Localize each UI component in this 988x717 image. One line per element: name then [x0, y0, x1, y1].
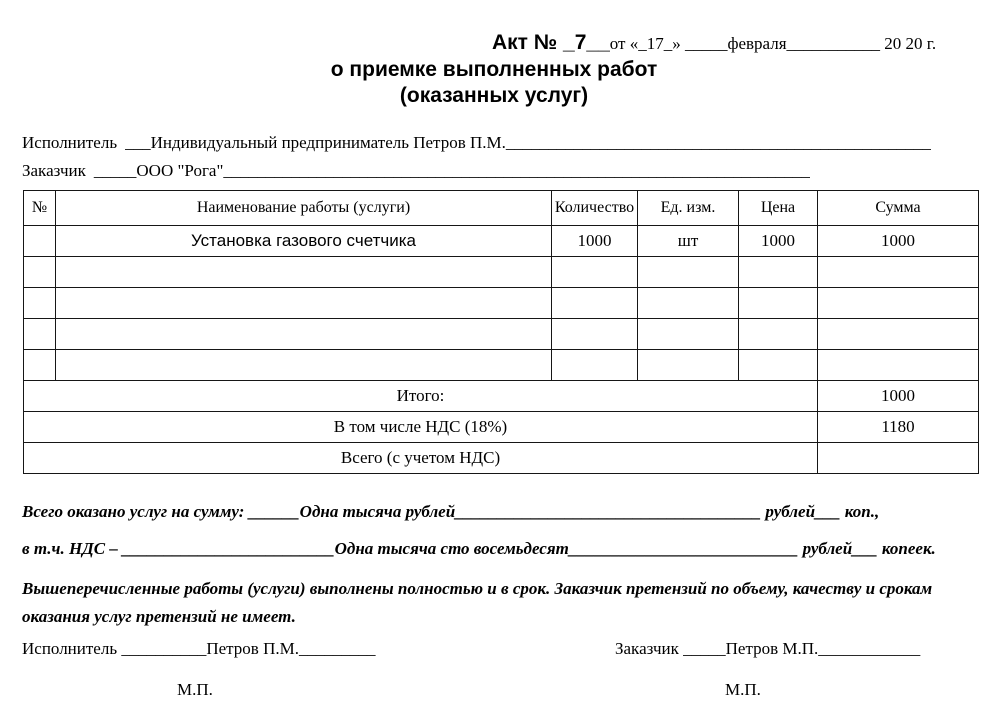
- table-cell: 1000: [551, 225, 638, 257]
- column-header-price: Цена: [738, 190, 818, 226]
- table-cell: [637, 318, 739, 350]
- act-number: Акт № _7__: [492, 31, 610, 54]
- customer-label: Заказчик: [22, 161, 86, 180]
- table-cell: [551, 349, 638, 381]
- table-cell: 1000: [738, 225, 818, 257]
- table-cell: [55, 349, 552, 381]
- table-header-row: № Наименование работы (услуги) Количеств…: [23, 190, 979, 226]
- executor-signature-line: Исполнитель __________Петров П.М._______…: [22, 639, 376, 658]
- table-cell: [23, 225, 56, 257]
- act-subtitle: о приемке выполненных работ: [330, 58, 658, 81]
- column-header-name: Наименование работы (услуги): [55, 190, 552, 226]
- table-cell: [817, 287, 979, 319]
- table-cell: [738, 256, 818, 288]
- table-cell: [55, 256, 552, 288]
- total-itogo-label: Итого:: [23, 380, 818, 412]
- total-itogo-value: 1000: [817, 380, 979, 412]
- table-cell: [551, 287, 638, 319]
- act-subtitle-secondary: (оказанных услуг): [399, 84, 589, 107]
- executor-value: ___Индивидуальный предприниматель Петров…: [125, 133, 931, 152]
- table-cell: [55, 287, 552, 319]
- table-cell: [551, 318, 638, 350]
- table-cell: [23, 318, 56, 350]
- table-cell: [817, 349, 979, 381]
- table-cell: [637, 349, 739, 381]
- table-cell: [738, 287, 818, 319]
- table-cell: шт: [637, 225, 739, 257]
- table-cell: [55, 318, 552, 350]
- stamp-place-left: М.П.: [177, 680, 213, 699]
- table-cell: [738, 318, 818, 350]
- stamp-place-right: М.П.: [725, 680, 761, 699]
- table-cell: [23, 256, 56, 288]
- table-row: Установка газового счетчика 1000 шт 1000…: [23, 225, 979, 257]
- table-row: [23, 287, 979, 319]
- table-cell: 1000: [817, 225, 979, 257]
- vat-amount-words-line: в т.ч. НДС – _________________________Од…: [22, 539, 936, 558]
- table-cell: [637, 287, 739, 319]
- total-amount-words-line: Всего оказано услуг на сумму: ______Одна…: [22, 502, 880, 521]
- totals-row: В том числе НДС (18%) 1180: [23, 411, 979, 443]
- column-header-unit: Ед. изм.: [637, 190, 739, 226]
- act-date: от «_17_» _____февраля___________ 20 20 …: [609, 34, 937, 53]
- table-cell: [23, 287, 56, 319]
- table-cell: [738, 349, 818, 381]
- customer-line: Заказчик _____ООО "Рога"_________________…: [22, 161, 810, 181]
- table-cell: [23, 349, 56, 381]
- table-row: [23, 349, 979, 381]
- column-header-number: №: [23, 190, 56, 226]
- closing-statement: Вышеперечисленные работы (услуги) выполн…: [22, 579, 933, 626]
- table-cell: [817, 318, 979, 350]
- table-cell-work-name: Установка газового счетчика: [55, 225, 552, 257]
- total-vat-value: 1180: [817, 411, 979, 443]
- total-vat-label: В том числе НДС (18%): [23, 411, 818, 443]
- column-header-sum: Сумма: [817, 190, 979, 226]
- act-title-line: Акт № _7__от «_17_» _____февраля________…: [492, 31, 936, 55]
- column-header-quantity: Количество: [551, 190, 638, 226]
- total-with-vat-label: Всего (с учетом НДС): [23, 442, 818, 474]
- executor-line: Исполнитель ___Индивидуальный предпринима…: [22, 133, 931, 153]
- customer-value: _____ООО "Рога"_________________________…: [93, 161, 810, 180]
- table-row: [23, 256, 979, 288]
- totals-row: Всего (с учетом НДС): [23, 442, 979, 474]
- total-with-vat-value: [817, 442, 979, 474]
- customer-signature-line: Заказчик _____Петров М.П.____________: [615, 639, 921, 658]
- executor-label: Исполнитель: [22, 133, 118, 152]
- works-table: № Наименование работы (услуги) Количеств…: [23, 190, 979, 474]
- table-row: [23, 318, 979, 350]
- table-cell: [637, 256, 739, 288]
- table-cell: [551, 256, 638, 288]
- totals-row: Итого: 1000: [23, 380, 979, 412]
- table-cell: [817, 256, 979, 288]
